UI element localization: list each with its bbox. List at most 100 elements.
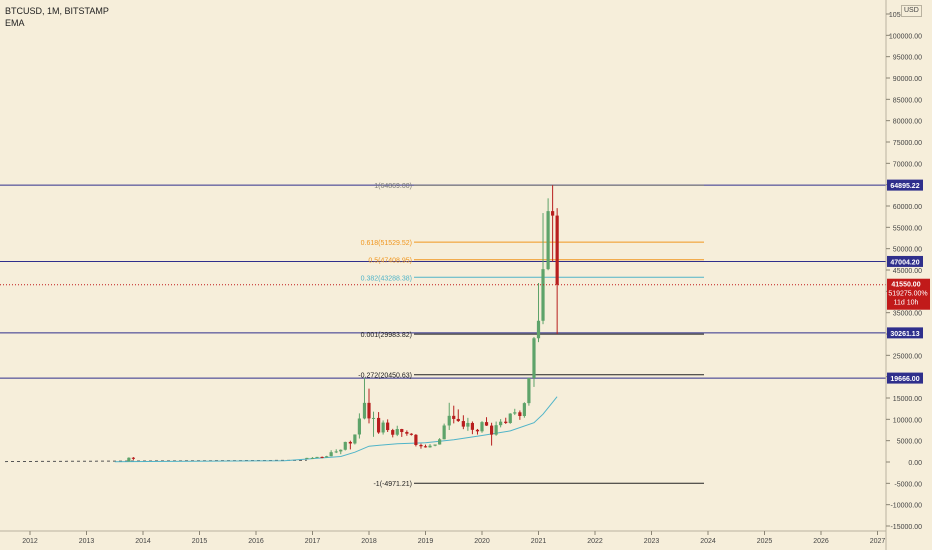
y-tick-label: -10000.00: [890, 503, 922, 510]
candle-body: [433, 444, 437, 446]
y-tick-label: 60000.00: [893, 204, 922, 211]
time-scale[interactable]: 2012 2013 2014 2015 2016 2017 2018 2019 2020 2021…: [22, 531, 885, 545]
y-tick-label: 50000.00: [893, 247, 922, 254]
x-tick-label: 2015: [192, 538, 208, 545]
candle-body: [377, 417, 381, 433]
y-tick-label: -15000.00: [890, 524, 922, 531]
y-tick-label: 100000.00: [889, 33, 922, 40]
candle-body: [320, 456, 324, 458]
candle-body: [127, 457, 131, 462]
y-tick-label: 70000.00: [893, 161, 922, 168]
candle-body: [508, 413, 512, 424]
bar-countdown: 11d 10h: [894, 300, 919, 307]
candle-body: [325, 456, 329, 458]
candle-body: [310, 457, 315, 459]
candle-body: [423, 446, 428, 448]
candle-body: [494, 425, 498, 435]
current-price-tag: [887, 278, 930, 310]
x-tick-label: 2023: [644, 538, 660, 545]
level-price-tag: [887, 327, 923, 339]
candle-body: [555, 215, 559, 285]
candle-body: [400, 429, 404, 433]
x-tick-label: 2021: [531, 538, 547, 545]
candle-body: [381, 422, 385, 433]
candle-body: [541, 269, 545, 321]
y-tick-label: 85000.00: [893, 97, 922, 104]
level-price-tag: [887, 179, 923, 191]
level-price-label: 30261.13: [890, 331, 919, 338]
candle-body: [315, 456, 319, 458]
y-tick-label: -5000.00: [894, 481, 922, 488]
indicator-label: EMA: [5, 18, 25, 28]
candle-body: [438, 439, 442, 445]
candle-body: [466, 422, 470, 427]
y-tick-label: 55000.00: [893, 225, 922, 232]
candle-body: [447, 415, 451, 426]
candle-body: [329, 452, 333, 457]
candle-body: [527, 377, 531, 404]
candle-body: [504, 421, 508, 424]
y-tick-label: 5000.00: [897, 439, 922, 446]
candle-body: [428, 445, 432, 448]
y-tick-label: 0.00: [908, 460, 922, 467]
candle-body: [343, 441, 347, 450]
x-tick-label: 2026: [813, 538, 829, 545]
fib-label: 1(64869.00): [374, 183, 412, 190]
y-tick-label: 95000.00: [893, 55, 922, 62]
x-tick-label: 2020: [474, 538, 490, 545]
candle-body: [456, 418, 460, 422]
x-tick-label: 2014: [135, 538, 151, 545]
candle-body: [470, 422, 474, 430]
candle-body: [367, 402, 371, 419]
candle-body: [348, 441, 352, 444]
candle-body: [395, 429, 399, 435]
fib-label: 0.618(51529.52): [361, 240, 412, 247]
current-price-change: 519275.00%: [888, 291, 927, 298]
candle-body: [452, 415, 456, 419]
candle-body: [362, 402, 367, 419]
candle-body: [131, 457, 135, 459]
candle-body: [480, 422, 484, 432]
candle-body: [405, 432, 409, 434]
early-history-line: [4, 459, 307, 463]
currency-button[interactable]: USD: [901, 5, 922, 17]
fib-label: -0.272(20450.63): [358, 373, 412, 380]
candle-body: [546, 211, 550, 270]
candle-body: [536, 320, 541, 339]
y-tick-label: 80000.00: [893, 119, 922, 126]
x-tick-label: 2022: [587, 538, 603, 545]
candle-body: [532, 338, 536, 378]
candle-body: [484, 422, 489, 426]
candle-body: [357, 418, 361, 435]
level-price-label: 64895.22: [890, 183, 919, 190]
candle-body: [409, 433, 413, 435]
x-tick-label: 2017: [305, 538, 321, 545]
candle-body: [499, 421, 503, 426]
fib-label: 0.382(43288.38): [361, 275, 412, 282]
x-tick-label: 2027: [870, 538, 886, 545]
candle-body: [551, 211, 555, 216]
candle-body: [339, 449, 343, 452]
candle-body: [475, 429, 480, 432]
ema-layer: [114, 396, 558, 463]
candle-body: [518, 412, 522, 417]
y-tick-label: 15000.00: [893, 396, 922, 403]
candle-body: [490, 425, 494, 435]
x-tick-label: 2012: [22, 538, 38, 545]
candle-body: [522, 403, 526, 417]
y-tick-label: 45000.00: [893, 268, 922, 275]
y-tick-label: 10000.00: [893, 417, 922, 424]
x-tick-label: 2016: [248, 538, 264, 545]
candle-body: [442, 425, 446, 440]
candle-body: [414, 434, 418, 445]
level-price-tag: [887, 372, 923, 384]
candle-body: [391, 430, 395, 435]
x-tick-label: 2013: [79, 538, 95, 545]
candle-body: [513, 412, 517, 414]
price-scale-labels: 64895.22 47004.20 30261.13 19666.00 41550.00…: [887, 179, 930, 384]
fib-retracement[interactable]: 1(64869.00) 0.618(51529.52) 0.5(47408.95) 0…: [358, 183, 704, 488]
current-price-label: 41550.00: [891, 282, 920, 289]
candle-body: [371, 417, 376, 419]
level-price-label: 47004.20: [890, 259, 919, 266]
